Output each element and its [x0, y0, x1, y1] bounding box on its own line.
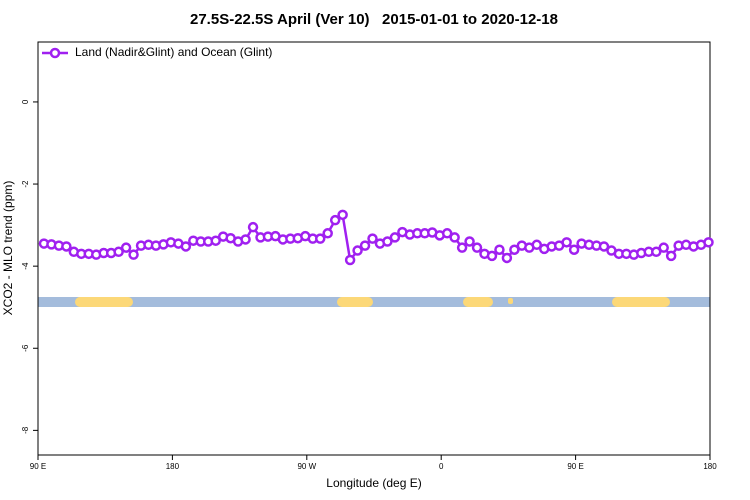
data-point: [322, 228, 333, 239]
x-tick-label: 180: [166, 462, 180, 471]
data-point: [464, 236, 475, 247]
data-point: [509, 244, 520, 255]
data-point: [314, 233, 326, 244]
x-tick-label: 90 E: [567, 462, 583, 471]
data-point: [352, 245, 363, 256]
land-strip: [508, 298, 513, 304]
data-point: [180, 241, 192, 252]
data-point: [247, 221, 259, 233]
data-point: [665, 250, 677, 262]
data-point: [329, 214, 341, 226]
legend-label: Land (Nadir&Glint) and Ocean (Glint): [75, 45, 272, 59]
data-point: [382, 236, 393, 247]
data-point: [344, 254, 356, 266]
land-strip: [337, 297, 373, 307]
data-point: [568, 244, 580, 255]
y-tick-label: 0: [21, 99, 30, 104]
data-point: [441, 228, 453, 239]
plot-frame: [37, 41, 711, 456]
chart-title: 27.5S-22.5S April (Ver 10) 2015-01-01 to…: [190, 11, 558, 28]
data-point: [210, 235, 221, 246]
legend-marker: [49, 47, 61, 59]
data-point: [494, 244, 505, 255]
x-tick-label: 0: [439, 462, 444, 471]
data-point: [113, 246, 124, 258]
y-axis-label: XCO2 - MLO trend (ppm): [1, 181, 15, 316]
data-point: [120, 242, 132, 253]
y-tick-label: -6: [21, 344, 30, 352]
land-strip: [463, 297, 493, 307]
data-point: [471, 242, 483, 253]
data-point: [359, 240, 371, 251]
data-point: [650, 246, 662, 258]
data-point: [449, 232, 460, 243]
data-point: [703, 237, 714, 248]
land-strip: [75, 297, 133, 307]
y-tick-label: -4: [21, 262, 30, 270]
data-point: [389, 232, 401, 243]
data-point: [561, 237, 572, 248]
data-point: [337, 209, 348, 221]
land-strip: [612, 297, 670, 307]
ocean-strip: [38, 297, 710, 307]
data-point: [456, 242, 468, 253]
data-point: [598, 241, 610, 252]
data-point: [128, 249, 139, 260]
x-tick-label: 90 W: [297, 462, 316, 471]
data-point: [658, 242, 669, 253]
x-axis-label: Longitude (deg E): [326, 476, 421, 490]
data-point: [240, 234, 251, 245]
y-tick-label: -8: [21, 426, 30, 434]
data-point: [61, 241, 72, 252]
land-ocean-strip: [38, 297, 710, 307]
data-point: [486, 250, 498, 262]
data-point: [531, 239, 543, 251]
data-point: [367, 233, 378, 244]
data-point: [501, 252, 513, 264]
y-tick-label: -2: [21, 180, 30, 188]
x-tick-label: 180: [703, 462, 717, 471]
x-tick-label: 90 E: [30, 462, 46, 471]
